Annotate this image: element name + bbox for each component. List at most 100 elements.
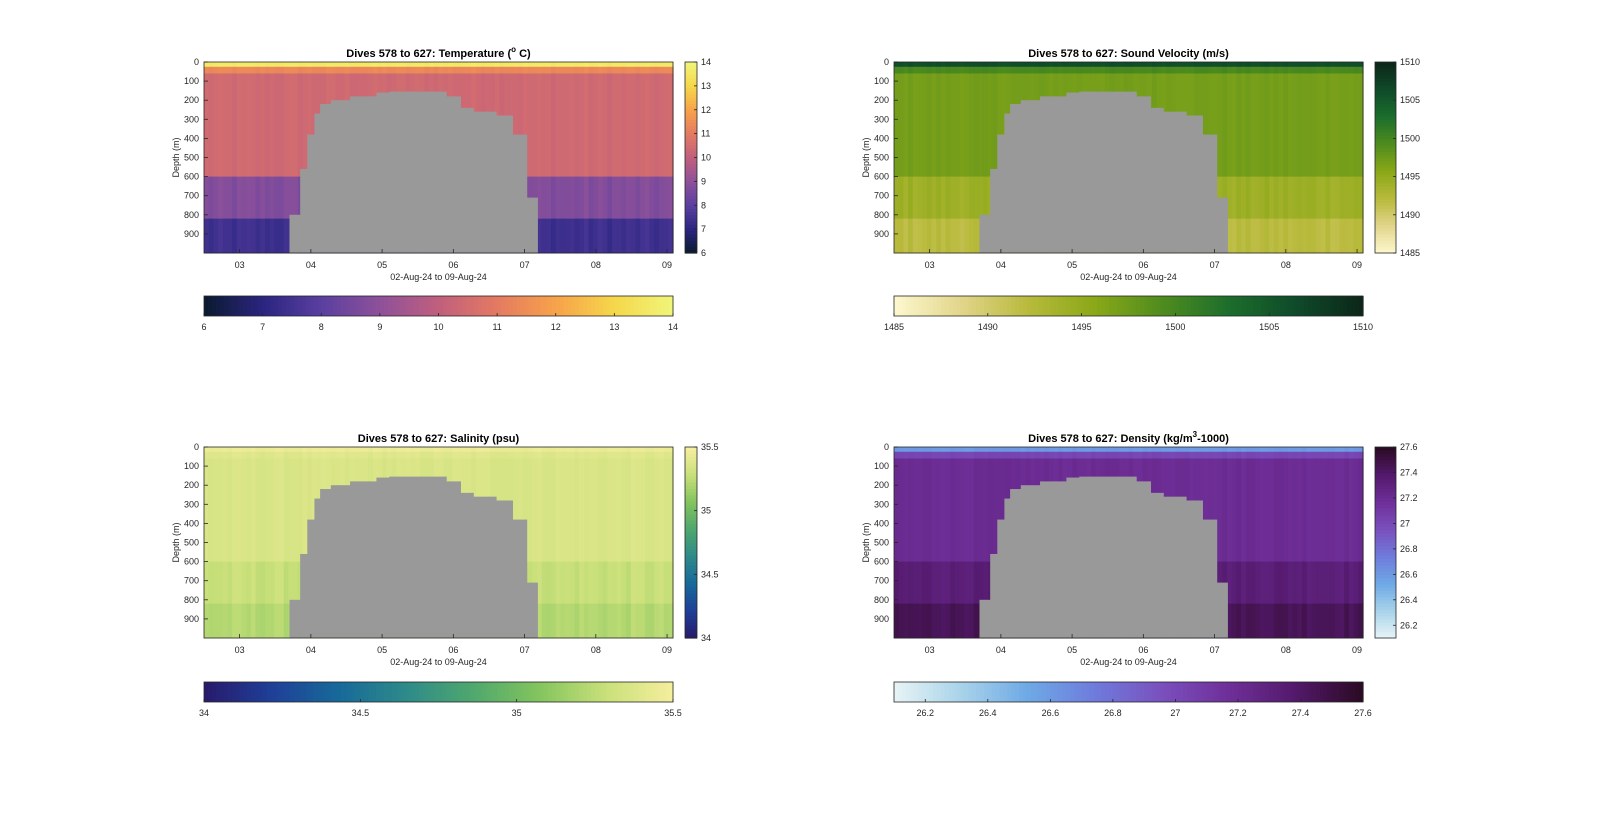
heatmap-cell [940,458,947,563]
colorbar-segment [465,296,471,316]
no-data-block [330,485,351,638]
colorbar-tick-label: 26.6 [1400,569,1418,579]
colorbar-segment [1124,296,1130,316]
heatmap-cell [908,451,914,459]
heatmap-cell [1161,447,1167,453]
heatmap-cell [894,458,900,563]
colorbar-segment [223,296,229,316]
heatmap-cell [1339,176,1345,220]
heatmap-cell [607,603,613,639]
heatmap-cell [241,451,247,459]
heatmap-cell [1226,62,1233,68]
heatmap-cell [640,447,646,453]
heatmap-cell [1222,451,1228,459]
heatmap-cell [1217,62,1223,68]
heatmap-cell [964,218,970,254]
heatmap-cell [555,447,562,453]
colorbar-segment [1069,682,1075,702]
colorbar-segment [1175,682,1180,702]
heatmap-cell [1212,451,1219,459]
heatmap-cell [1058,451,1064,459]
no-data-block [1066,477,1080,638]
colorbar-segment [685,128,697,133]
heatmap-cell [1273,458,1280,563]
heatmap-cell [917,603,923,639]
no-data-block [1040,481,1067,638]
colorbar-segment [1375,176,1396,181]
heatmap-cell [293,73,299,178]
heatmap-cell [640,603,646,639]
heatmap-cell [959,561,965,605]
heatmap-cell [1067,451,1073,459]
heatmap-cell [325,66,332,74]
heatmap-cell [1287,73,1294,178]
colorbar-segment [446,296,451,316]
colorbar-segment [1179,682,1184,702]
heatmap-cell [1255,62,1261,68]
heatmap-cell [640,458,646,563]
colorbar-segment [1284,682,1290,702]
colorbar-segment [207,682,213,702]
heatmap-cell [583,451,590,459]
heatmap-cell [1255,561,1261,605]
colorbar-segment [669,682,674,702]
heatmap-cell [1081,66,1087,74]
colorbar-segment [972,682,977,702]
heatmap-cell [551,458,557,563]
heatmap-cell [405,62,411,68]
colorbar-segment [461,682,467,702]
heatmap-cell [959,176,965,220]
colorbar-segment [685,141,697,146]
colorbar-segment [536,296,541,316]
colorbar-segment [559,682,565,702]
colorbar-tick-label: 26.4 [979,708,997,718]
horizontal-colorbar: 1485 1490 1495 1500 1505 1510 [884,295,1373,332]
heatmap-cell [1020,62,1026,68]
colorbar-segment [1375,90,1396,95]
heatmap-cell [931,73,937,178]
heatmap-cell [208,218,214,254]
colorbar-segment [685,116,697,120]
heatmap-cell [368,62,374,68]
heatmap-cell [546,447,552,453]
heatmap-cell [574,218,580,254]
colorbar-segment [1312,682,1317,702]
heatmap-cell [1203,447,1209,453]
heatmap-cell [1203,451,1209,459]
heatmap-cell [433,447,440,453]
heatmap-cell [1025,66,1031,74]
colorbar-segment [685,179,697,184]
heatmap-cell [250,66,257,74]
colorbar-segment [1355,296,1360,316]
heatmap-cell [293,561,299,605]
no-data-block [1020,485,1041,638]
heatmap-cell [429,62,435,68]
colorbar-segment [1288,682,1294,702]
heatmap-cell [236,62,243,68]
heatmap-cell [1095,451,1101,459]
heatmap-cell [1250,451,1256,459]
heatmap-cell [959,66,965,74]
colorbar-segment [897,296,903,316]
colorbar-segment [231,682,236,702]
colorbar-segment [356,296,361,316]
colorbar-segment [991,296,997,316]
colorbar-segment [1375,599,1396,604]
heatmap-cell [1123,447,1130,453]
heatmap-cell [1311,458,1317,563]
heatmap-cell [969,561,975,605]
heatmap-cell [1030,62,1036,68]
colorbar-segment [1359,296,1364,316]
colorbar-segment [1343,296,1348,316]
heatmap-cell [626,603,632,639]
colorbar-segment [1284,296,1290,316]
colorbar-segment [936,682,942,702]
heatmap-cell [1189,62,1195,68]
heatmap-cell [1109,62,1116,68]
colorbar-segment [524,296,529,316]
heatmap-cell [894,603,900,639]
heatmap-cell [1339,62,1345,68]
heatmap-cell [447,447,454,453]
heatmap-cell [1259,218,1266,254]
heatmap-cell [316,451,322,459]
